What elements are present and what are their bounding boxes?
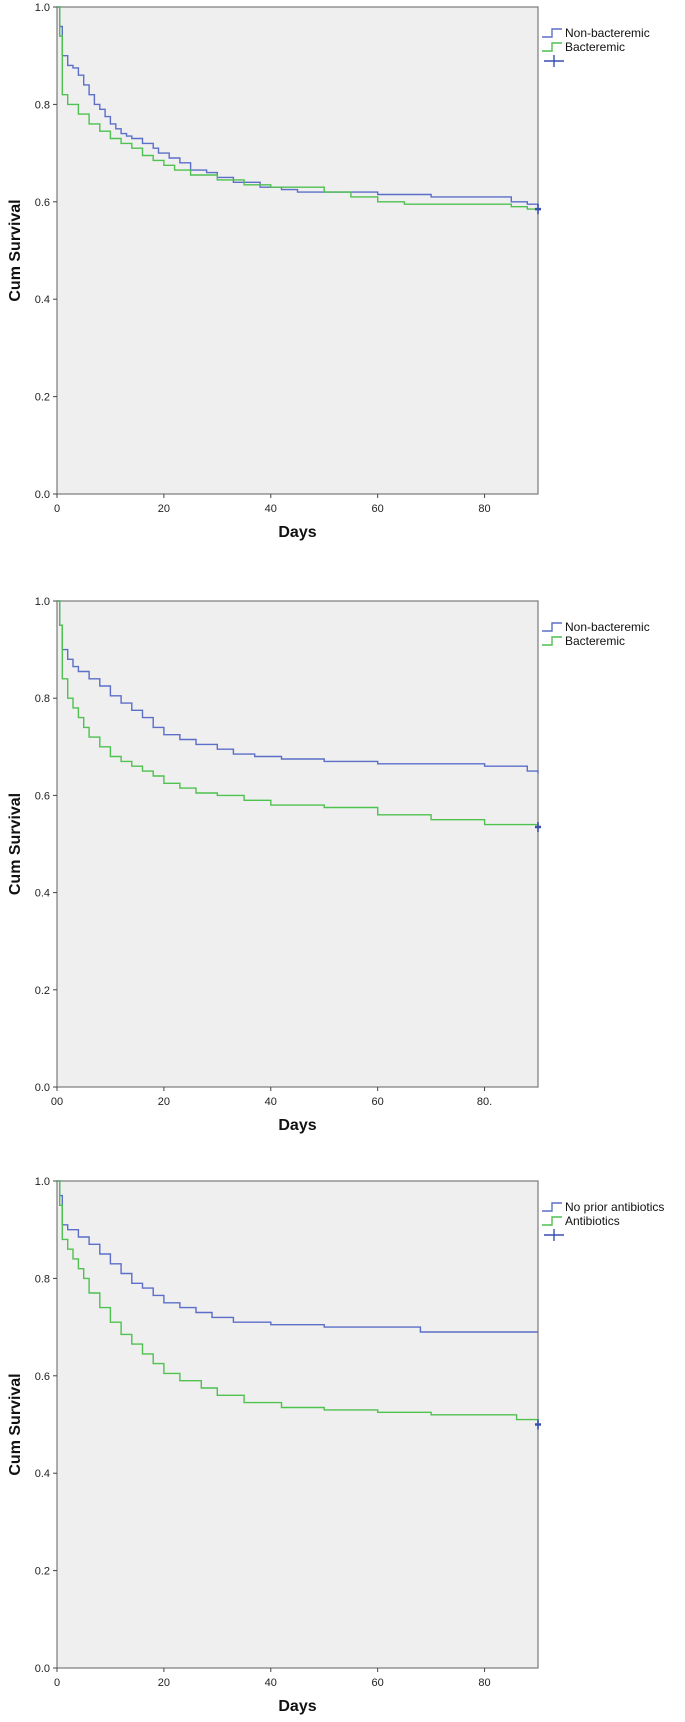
- plot-area: [56, 6, 539, 495]
- y-tick-label: 0.2: [35, 392, 50, 404]
- series-line-2: [57, 1180, 539, 1425]
- y-tick-label: 0.2: [35, 985, 50, 997]
- chart-1: 0.0 0.2 0.4 0.6 0.8 1.0 0 20 40 60 80 Days Cum Survi…: [7, 2, 650, 541]
- plot-area: [56, 1180, 539, 1669]
- x-axis-title: Days: [278, 1117, 316, 1134]
- legend-label: Non-bacteremic: [565, 620, 650, 634]
- y-tick-label: 1.0: [35, 1176, 50, 1188]
- y-tick-label: 0.4: [35, 888, 50, 900]
- legend-swatch: [542, 636, 562, 646]
- x-axis-title: Days: [278, 1698, 316, 1715]
- y-axis-title: Cum Survival: [7, 199, 24, 301]
- x-tick-label: 60: [372, 1096, 384, 1108]
- series-line-2: [57, 6, 538, 210]
- series-line-2: [57, 600, 539, 827]
- legend-swatch: [542, 42, 562, 52]
- y-tick-label: 0.0: [35, 489, 50, 501]
- legend-swatch: [542, 1216, 562, 1226]
- chart-3: 0.0 0.2 0.4 0.6 0.8 1.0 0 20 40 60 80 Days Cum Survi…: [7, 1176, 664, 1715]
- x-tick-label: 80: [478, 503, 490, 515]
- plot-area: [56, 600, 539, 1088]
- x-tick-label: 20: [158, 1096, 170, 1108]
- legend-label: Antibiotics: [565, 1214, 620, 1228]
- x-tick-label: 0: [54, 503, 60, 515]
- x-tick-label: 40: [265, 1677, 277, 1689]
- legend-label: Bacteremic: [565, 634, 625, 648]
- legend-swatch: [542, 622, 562, 632]
- y-tick-label: 0.4: [35, 1468, 50, 1480]
- series-line-1: [57, 600, 539, 774]
- y-axis-title: Cum Survival: [7, 1373, 24, 1475]
- y-tick-label: 0.4: [35, 294, 50, 306]
- y-tick-label: 1.0: [35, 596, 50, 608]
- legend-label: No prior antibiotics: [565, 1200, 664, 1214]
- y-tick-label: 0.8: [35, 693, 50, 705]
- y-tick-label: 0.8: [35, 1273, 50, 1285]
- y-tick-label: 0.6: [35, 197, 50, 209]
- x-axis-title: Days: [278, 524, 316, 541]
- y-tick-label: 1.0: [35, 2, 50, 14]
- legend-swatch: [542, 28, 562, 38]
- x-tick-label: 40: [265, 503, 277, 515]
- legend-swatch: [542, 1202, 562, 1212]
- y-tick-label: 0.2: [35, 1566, 50, 1578]
- series-line-1: [57, 1180, 538, 1333]
- x-tick-label: 80.: [477, 1096, 492, 1108]
- y-tick-label: 0.0: [35, 1082, 50, 1094]
- x-tick-label: 00: [51, 1096, 63, 1108]
- chart-2: 0.0 0.2 0.4 0.6 0.8 1.0 00 20 40 60 80. Days Cum Sur…: [7, 596, 650, 1134]
- x-tick-label: 20: [158, 503, 170, 515]
- y-tick-label: 0.8: [35, 99, 50, 111]
- x-tick-label: 60: [372, 1677, 384, 1689]
- legend-label: Bacteremic: [565, 40, 625, 54]
- y-tick-label: 0.6: [35, 790, 50, 802]
- y-tick-label: 0.6: [35, 1371, 50, 1383]
- x-tick-label: 0: [54, 1677, 60, 1689]
- x-tick-label: 80: [478, 1677, 490, 1689]
- x-tick-label: 40: [265, 1096, 277, 1108]
- y-tick-label: 0.0: [35, 1663, 50, 1675]
- x-tick-label: 60: [372, 503, 384, 515]
- x-tick-label: 20: [158, 1677, 170, 1689]
- y-axis-title: Cum Survival: [7, 793, 24, 895]
- legend-label: Non-bacteremic: [565, 26, 650, 40]
